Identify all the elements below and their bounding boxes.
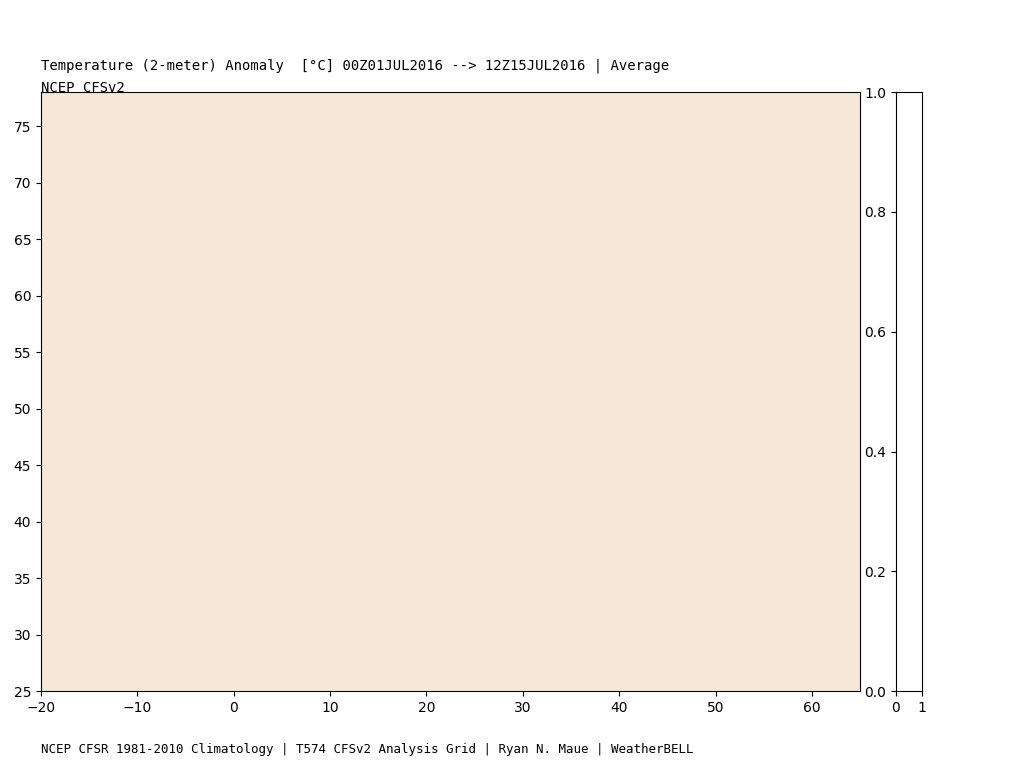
Text: NCEP CFSR 1981-2010 Climatology | T574 CFSv2 Analysis Grid | Ryan N. Maue | Weat: NCEP CFSR 1981-2010 Climatology | T574 C…	[41, 743, 693, 756]
Text: NCEP CFSv2: NCEP CFSv2	[41, 81, 125, 95]
Text: Temperature (2-meter) Anomaly  [°C] 00Z01JUL2016 --> 12Z15JUL2016 | Average: Temperature (2-meter) Anomaly [°C] 00Z01…	[41, 58, 669, 73]
